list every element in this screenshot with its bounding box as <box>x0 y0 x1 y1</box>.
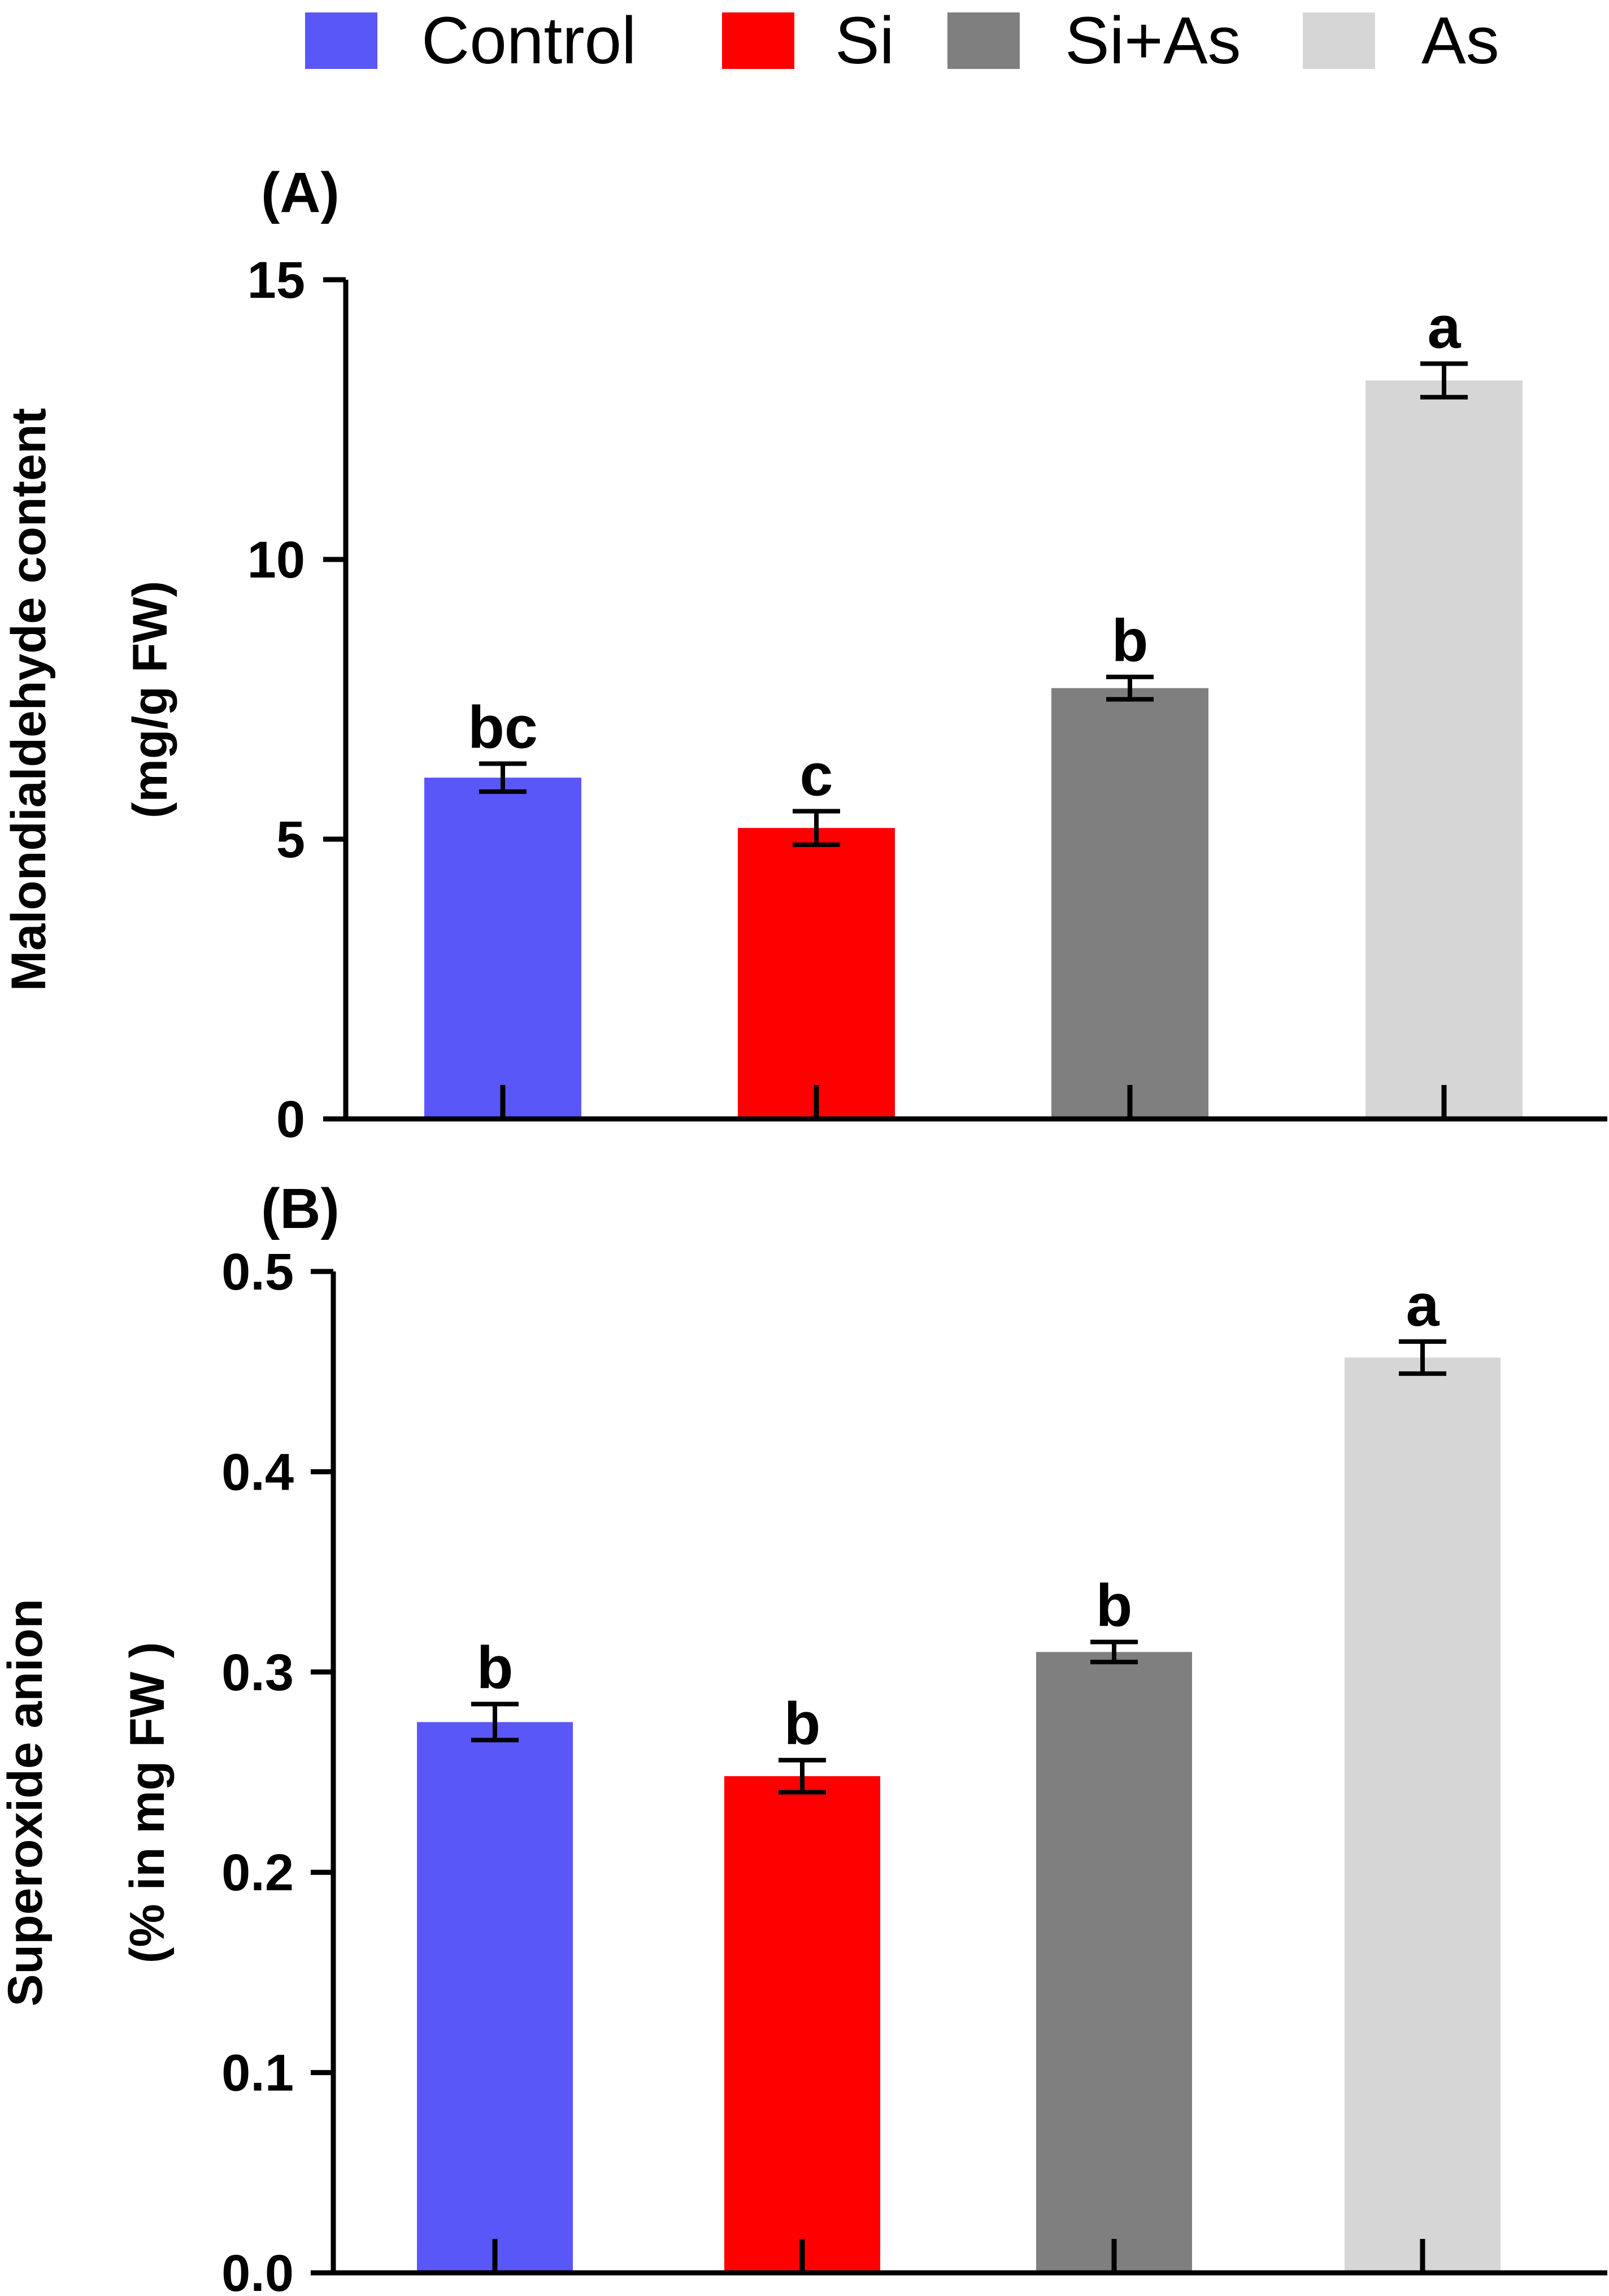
legend-label-control: Control <box>421 3 637 78</box>
chart-panel-b: (B) Superoxide anion (% in mg FW ) b b b a 0.0 0… <box>0 1177 1607 2296</box>
significance-label-a-2: b <box>1112 607 1149 674</box>
y-tick-label-b-3: 0.3 <box>221 1644 294 1702</box>
significance-label-a-0: bc <box>468 694 538 761</box>
y-tick-label-b-2: 0.2 <box>221 1844 294 1902</box>
significance-label-b-0: b <box>477 1635 514 1702</box>
significance-label-a-1: c <box>800 742 833 809</box>
y-tick-label-b-0: 0.0 <box>221 2245 294 2296</box>
bar-b-si <box>724 1776 880 2273</box>
bar-b-si-as <box>1036 1652 1192 2273</box>
y-axis-label-a-1: Malondialdehyde content <box>2 408 56 991</box>
y-tick-label-b-1: 0.1 <box>221 2045 294 2102</box>
chart-panel-a: (A) Malondialdehyde content (mg/g FW) bc c b a… <box>2 161 1607 1148</box>
y-tick-label-a-3: 15 <box>247 251 305 309</box>
bar-a-control <box>424 778 581 1119</box>
y-tick-label-a-0: 0 <box>276 1091 305 1148</box>
y-axis-label-a-2: (mg/g FW) <box>123 581 177 818</box>
y-axis-label-b-1: Superoxide anion <box>0 1599 53 2007</box>
bar-b-as <box>1345 1357 1501 2273</box>
panel-label-b: (B) <box>261 1177 340 1240</box>
significance-label-b-1: b <box>784 1691 821 1757</box>
significance-label-b-2: b <box>1096 1573 1133 1639</box>
significance-label-b-3: a <box>1406 1272 1440 1339</box>
bar-a-as <box>1366 380 1523 1119</box>
y-tick-label-b-5: 0.5 <box>221 1243 294 1301</box>
bar-a-si <box>738 828 895 1119</box>
legend-swatch-as <box>1303 12 1375 69</box>
legend-swatch-si <box>722 12 794 69</box>
legend-swatch-control <box>305 12 377 69</box>
y-tick-label-a-2: 10 <box>247 531 305 589</box>
bar-a-si-as <box>1051 688 1208 1119</box>
panel-label-a: (A) <box>261 161 340 224</box>
y-tick-label-a-1: 5 <box>276 811 305 869</box>
legend-swatch-si-as <box>947 12 1020 69</box>
legend-label-si-as: Si+As <box>1065 3 1241 78</box>
bar-b-control <box>417 1722 573 2273</box>
legend: Control Si Si+As As <box>0 0 1609 90</box>
y-axis-label-b-2: (% in mg FW ) <box>120 1642 175 1963</box>
significance-label-a-3: a <box>1428 294 1462 361</box>
legend-label-si: Si <box>835 3 894 78</box>
legend-label-as: As <box>1421 3 1499 78</box>
y-tick-label-b-4: 0.4 <box>221 1443 294 1501</box>
